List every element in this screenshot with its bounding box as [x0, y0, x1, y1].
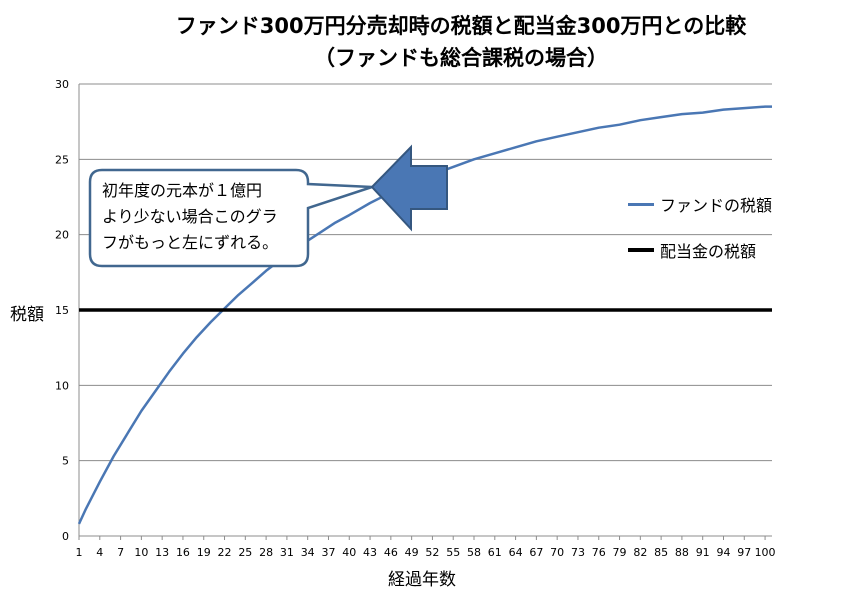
- y-axis-label: 税額: [10, 305, 44, 325]
- x-tick-label: 61: [488, 546, 502, 559]
- x-tick-label: 40: [342, 546, 356, 559]
- x-tick-label: 46: [384, 546, 398, 559]
- chart-subtitle: （ファンドも総合課税の場合）: [314, 46, 608, 70]
- x-tick-label: 88: [675, 546, 689, 559]
- x-tick-label: 1: [76, 546, 83, 559]
- legend-swatch-dividend: [628, 248, 654, 252]
- legend-swatch-fund: [628, 202, 654, 206]
- chart-title: ファンド300万円分売却時の税額と配当金300万円との比較: [175, 14, 747, 38]
- x-tick-label: 22: [218, 546, 232, 559]
- callout-text: 初年度の元本が１億円 より少ない場合このグラ フがもっと左にずれる。: [102, 178, 302, 256]
- y-tick-label: 10: [55, 379, 69, 392]
- legend-label-dividend: 配当金の税額: [660, 242, 757, 261]
- legend-item-dividend: 配当金の税額: [628, 238, 756, 262]
- y-tick-label: 25: [55, 153, 69, 166]
- x-tick-label: 49: [405, 546, 419, 559]
- legend-item-fund: ファンドの税額: [628, 192, 772, 216]
- callout-line: 初年度の元本が１億円: [102, 181, 263, 200]
- x-tick-label: 55: [446, 546, 460, 559]
- series-line-fund: [77, 105, 772, 525]
- x-tick-label: 67: [529, 546, 543, 559]
- x-tick-label: 85: [654, 546, 668, 559]
- y-tick-label: 20: [55, 229, 69, 242]
- x-axis-label: 経過年数: [388, 570, 456, 590]
- y-tick-label: 30: [55, 78, 69, 91]
- x-tick-label: 34: [301, 546, 315, 559]
- x-tick-label: 25: [238, 546, 252, 559]
- callout-line: フがもっと左にずれる。: [102, 233, 279, 252]
- x-tick-label: 73: [571, 546, 585, 559]
- x-tick-label: 19: [197, 546, 211, 559]
- arrow-left-icon: [370, 144, 448, 232]
- y-tick-label: 5: [62, 455, 69, 468]
- x-tick-label: 82: [633, 546, 647, 559]
- x-tick-label: 28: [259, 546, 273, 559]
- x-tick-label: 43: [363, 546, 377, 559]
- callout-bubble: [88, 168, 373, 268]
- x-tick-label: 100: [755, 546, 776, 559]
- x-tick-label: 31: [280, 546, 294, 559]
- x-tick-label: 37: [321, 546, 335, 559]
- x-tick-label: 91: [696, 546, 710, 559]
- x-tick-label: 76: [592, 546, 606, 559]
- x-tick-label: 7: [117, 546, 124, 559]
- x-tick-label: 79: [613, 546, 627, 559]
- x-tick-label: 52: [425, 546, 439, 559]
- x-tick-label: 10: [134, 546, 148, 559]
- y-tick-label: 0: [62, 530, 69, 543]
- x-tick-label: 94: [716, 546, 730, 559]
- x-tick-label: 97: [737, 546, 751, 559]
- x-tick-label: 58: [467, 546, 481, 559]
- callout-line: より少ない場合このグラ: [102, 207, 278, 226]
- x-tick-label: 4: [96, 546, 103, 559]
- y-tick-label: 15: [55, 304, 69, 317]
- legend-label-fund: ファンドの税額: [660, 196, 773, 215]
- x-tick-label: 64: [509, 546, 523, 559]
- x-tick-label: 13: [155, 546, 169, 559]
- x-tick-label: 70: [550, 546, 564, 559]
- x-tick-label: 16: [176, 546, 190, 559]
